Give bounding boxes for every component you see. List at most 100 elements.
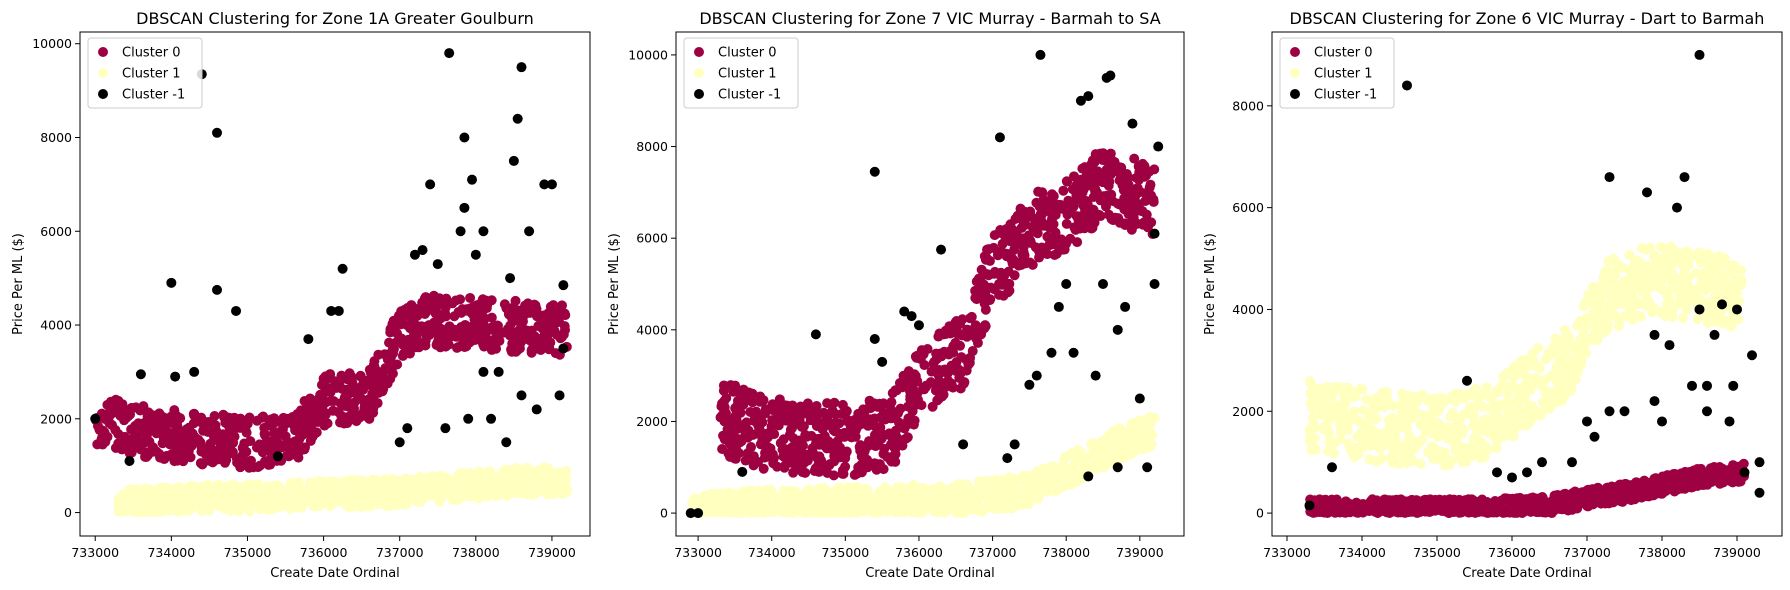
- data-point: [212, 284, 223, 295]
- data-point: [731, 401, 742, 412]
- data-point: [774, 394, 785, 405]
- data-point: [465, 292, 476, 303]
- data-point: [295, 445, 306, 456]
- data-point: [719, 416, 730, 427]
- data-point: [824, 459, 835, 470]
- data-point: [776, 410, 787, 421]
- data-point: [441, 293, 452, 304]
- data-point: [1129, 153, 1140, 164]
- data-point: [482, 491, 493, 502]
- y-tick-label: 8000: [40, 130, 72, 145]
- data-point: [140, 451, 151, 462]
- data-point: [1083, 471, 1094, 482]
- data-point: [778, 434, 789, 445]
- data-point: [884, 503, 895, 514]
- data-point: [367, 388, 378, 399]
- data-point: [187, 491, 198, 502]
- data-point: [1499, 506, 1510, 517]
- data-point: [912, 399, 923, 410]
- data-point: [1076, 447, 1087, 458]
- data-point: [1121, 219, 1132, 230]
- data-point: [520, 468, 531, 479]
- data-point: [869, 413, 880, 424]
- data-point: [1001, 251, 1012, 262]
- data-point: [1487, 504, 1498, 515]
- data-point: [339, 418, 350, 429]
- data-point: [301, 428, 312, 439]
- y-tick-label: 2000: [636, 414, 668, 429]
- data-point: [435, 470, 446, 481]
- data-point: [385, 324, 396, 335]
- data-point: [1622, 479, 1633, 490]
- data-point: [1148, 196, 1159, 207]
- data-point: [1078, 196, 1089, 207]
- data-point: [188, 435, 199, 446]
- data-point: [289, 419, 300, 430]
- x-tick-label: 739000: [1116, 545, 1164, 560]
- data-point: [743, 387, 754, 398]
- y-tick-label: 8000: [636, 139, 668, 154]
- data-point: [524, 226, 535, 237]
- data-point: [299, 411, 310, 422]
- data-point: [789, 442, 800, 453]
- data-point: [329, 476, 340, 487]
- data-point: [728, 488, 739, 499]
- data-point: [161, 418, 172, 429]
- data-point: [992, 246, 1003, 257]
- data-point: [425, 179, 436, 190]
- data-point: [966, 311, 977, 322]
- data-point: [314, 411, 325, 422]
- data-point: [1120, 301, 1131, 312]
- data-point: [317, 392, 328, 403]
- data-point: [886, 413, 897, 424]
- data-point: [1579, 486, 1590, 497]
- data-point: [463, 413, 474, 424]
- data-point: [179, 433, 190, 444]
- data-point: [1153, 141, 1164, 152]
- data-point: [320, 383, 331, 394]
- data-point: [936, 244, 947, 255]
- data-point: [1137, 158, 1148, 169]
- data-point: [152, 409, 163, 420]
- data-point: [960, 481, 971, 492]
- data-point: [418, 339, 429, 350]
- data-point: [1055, 199, 1066, 210]
- data-point: [1559, 340, 1570, 351]
- data-point: [806, 450, 817, 461]
- data-point: [407, 322, 418, 333]
- data-point: [971, 325, 982, 336]
- data-point: [512, 113, 523, 124]
- data-point: [1049, 249, 1060, 260]
- data-point: [1100, 155, 1111, 166]
- data-point: [848, 506, 859, 517]
- data-point: [1069, 171, 1080, 182]
- data-point: [1387, 505, 1398, 516]
- data-point: [1009, 270, 1020, 281]
- data-point: [126, 489, 137, 500]
- data-point: [543, 466, 554, 477]
- data-point: [1045, 235, 1056, 246]
- data-point: [1118, 173, 1129, 184]
- data-point: [1049, 482, 1060, 493]
- data-point: [899, 423, 910, 434]
- x-tick-label: 735000: [821, 545, 869, 560]
- data-point: [440, 423, 451, 434]
- data-point: [1647, 489, 1658, 500]
- data-point: [1358, 405, 1369, 416]
- data-point: [467, 324, 478, 335]
- data-point: [1544, 503, 1555, 514]
- data-point: [795, 401, 806, 412]
- data-point: [796, 421, 807, 432]
- data-point: [721, 507, 732, 518]
- data-point: [945, 484, 956, 495]
- data-point: [730, 453, 741, 464]
- series-cluster-1: [113, 462, 573, 518]
- data-point: [337, 263, 348, 274]
- data-point: [980, 268, 991, 279]
- data-point: [878, 399, 889, 410]
- data-point: [451, 342, 462, 353]
- data-point: [1047, 197, 1058, 208]
- data-point: [358, 475, 369, 486]
- data-point: [961, 354, 972, 365]
- data-point: [1024, 257, 1035, 268]
